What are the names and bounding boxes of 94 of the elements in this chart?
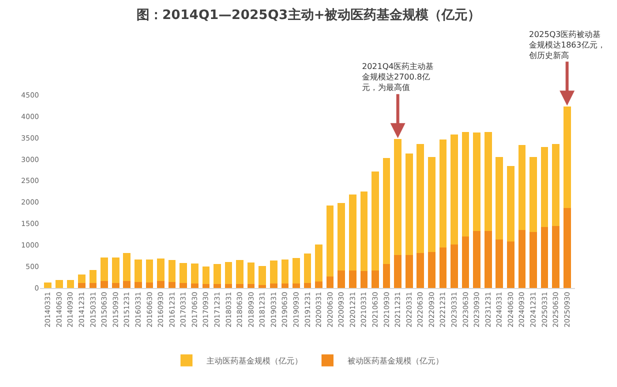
bar — [372, 171, 379, 270]
bar — [270, 260, 278, 284]
bar — [202, 266, 210, 284]
bar — [450, 244, 458, 288]
bar — [214, 284, 221, 288]
bar — [405, 254, 413, 288]
bar — [315, 244, 322, 282]
bar — [236, 260, 244, 284]
bar — [202, 284, 210, 288]
bar — [552, 144, 560, 226]
bar — [100, 258, 108, 282]
bar — [382, 158, 390, 264]
bar — [292, 258, 300, 284]
bar — [428, 157, 436, 252]
chart-title: 图：2014Q1—2025Q3主动+被动医药基金规模（亿元） — [136, 6, 481, 23]
bar — [348, 194, 356, 270]
bar — [168, 282, 176, 288]
bar — [292, 284, 300, 288]
bar — [56, 280, 63, 288]
bar — [416, 144, 424, 253]
bar — [518, 144, 526, 230]
bar — [326, 206, 334, 276]
annotation: 2021Q4医药主动基金规模达2700.8亿元，为最高值 — [362, 62, 434, 92]
bar — [281, 284, 289, 288]
bar — [338, 270, 346, 288]
bar — [224, 284, 232, 288]
bar — [304, 254, 312, 283]
bar — [348, 270, 356, 288]
bar — [146, 282, 154, 288]
bar — [112, 282, 120, 288]
bar — [78, 282, 86, 288]
annotation: 2025Q3医药被动基金规模达1863亿元，创历史新高 — [529, 30, 606, 60]
bar — [258, 266, 266, 285]
bar — [66, 280, 74, 288]
bar — [190, 264, 198, 284]
bar — [473, 132, 480, 231]
bar — [100, 281, 108, 288]
bar — [563, 208, 571, 288]
bar — [484, 132, 492, 231]
bar — [247, 262, 255, 284]
bar — [247, 284, 255, 288]
bar — [180, 263, 188, 283]
bar — [496, 157, 504, 240]
bar — [315, 282, 322, 288]
bar — [89, 270, 97, 283]
bar — [552, 226, 560, 288]
bar — [496, 240, 504, 288]
bar — [439, 140, 447, 248]
bar — [428, 252, 436, 288]
bar — [507, 166, 514, 242]
bar — [258, 285, 266, 288]
legend-label: 被动医药基金规模（亿元） — [348, 356, 444, 366]
bar — [304, 282, 312, 288]
bar — [372, 270, 379, 288]
bar — [146, 260, 154, 282]
bar — [518, 230, 526, 288]
bar — [540, 227, 548, 288]
bar — [134, 260, 142, 282]
legend-label: 主动医药基金规模（亿元） — [206, 356, 302, 366]
bar — [530, 232, 537, 288]
bar — [450, 134, 458, 245]
bar — [405, 153, 413, 255]
bar — [44, 282, 52, 288]
bar — [134, 282, 142, 288]
bar — [338, 203, 346, 270]
bar — [382, 264, 390, 288]
bar — [326, 276, 334, 288]
bar — [214, 264, 221, 284]
bar — [360, 192, 368, 271]
bar — [180, 282, 188, 288]
bar — [190, 283, 198, 288]
bar — [281, 259, 289, 284]
bar — [123, 252, 131, 282]
bar — [540, 146, 548, 228]
bar — [270, 284, 278, 288]
bar — [78, 274, 86, 283]
bar — [224, 262, 232, 284]
bar — [89, 282, 97, 288]
bar — [360, 270, 368, 288]
bar — [157, 281, 164, 288]
bar — [168, 260, 176, 282]
bar — [416, 252, 424, 288]
bar — [462, 236, 470, 288]
bar — [394, 254, 402, 288]
bar — [157, 258, 164, 282]
bar — [473, 230, 480, 288]
bar — [484, 230, 492, 288]
bar — [462, 132, 470, 237]
bar — [439, 247, 447, 288]
bar — [507, 242, 514, 288]
bar — [530, 156, 537, 232]
bar — [123, 281, 131, 288]
bar — [236, 284, 244, 288]
bar — [112, 258, 120, 283]
